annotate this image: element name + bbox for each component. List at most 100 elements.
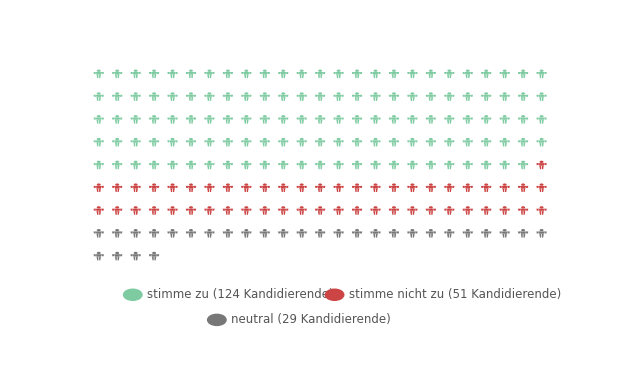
Polygon shape	[544, 186, 547, 188]
Circle shape	[448, 69, 451, 72]
Polygon shape	[224, 95, 231, 97]
Polygon shape	[407, 72, 410, 74]
Text: stimme nicht zu (51 Kandidierende): stimme nicht zu (51 Kandidierende)	[349, 288, 561, 301]
Circle shape	[263, 69, 267, 72]
Polygon shape	[378, 95, 381, 97]
Polygon shape	[260, 95, 262, 97]
Polygon shape	[391, 188, 397, 189]
Polygon shape	[487, 143, 489, 146]
Polygon shape	[170, 75, 172, 78]
Polygon shape	[354, 163, 360, 165]
Circle shape	[429, 183, 433, 186]
Polygon shape	[542, 188, 544, 192]
Polygon shape	[149, 209, 151, 211]
Polygon shape	[520, 72, 526, 74]
Circle shape	[337, 183, 340, 186]
Polygon shape	[151, 163, 157, 165]
Polygon shape	[204, 72, 206, 74]
Circle shape	[152, 115, 156, 117]
Polygon shape	[157, 186, 159, 188]
Polygon shape	[502, 118, 508, 120]
Polygon shape	[212, 163, 215, 165]
Polygon shape	[502, 211, 504, 215]
Polygon shape	[281, 188, 286, 189]
Polygon shape	[464, 118, 471, 120]
Polygon shape	[360, 95, 362, 97]
Polygon shape	[265, 166, 267, 169]
Polygon shape	[226, 120, 228, 124]
Circle shape	[503, 138, 507, 140]
Polygon shape	[189, 234, 190, 237]
Polygon shape	[392, 234, 394, 237]
Polygon shape	[188, 72, 194, 74]
Polygon shape	[152, 166, 154, 169]
Polygon shape	[281, 97, 286, 98]
Polygon shape	[118, 188, 120, 192]
Polygon shape	[296, 209, 299, 211]
Polygon shape	[247, 75, 249, 78]
Polygon shape	[317, 97, 322, 98]
Circle shape	[466, 115, 470, 117]
Polygon shape	[133, 188, 138, 189]
Polygon shape	[392, 97, 394, 101]
Text: neutral (29 Kandidierende): neutral (29 Kandidierende)	[231, 314, 391, 326]
Polygon shape	[281, 74, 286, 75]
Polygon shape	[352, 118, 354, 120]
Polygon shape	[428, 188, 433, 189]
Polygon shape	[281, 211, 283, 215]
Polygon shape	[500, 209, 502, 211]
Polygon shape	[536, 72, 539, 74]
Polygon shape	[354, 72, 360, 74]
Polygon shape	[376, 234, 378, 237]
Polygon shape	[169, 72, 176, 74]
Polygon shape	[468, 120, 470, 124]
Circle shape	[152, 229, 156, 231]
Circle shape	[337, 69, 340, 72]
Polygon shape	[149, 163, 151, 165]
Polygon shape	[223, 163, 225, 165]
Polygon shape	[471, 231, 473, 234]
Polygon shape	[315, 186, 317, 188]
Polygon shape	[502, 97, 504, 101]
Circle shape	[539, 115, 544, 117]
Circle shape	[410, 229, 414, 231]
Polygon shape	[130, 231, 133, 234]
Polygon shape	[206, 186, 213, 188]
Polygon shape	[95, 254, 102, 257]
Polygon shape	[335, 118, 342, 120]
Circle shape	[429, 160, 433, 163]
Polygon shape	[94, 209, 96, 211]
Polygon shape	[317, 165, 322, 166]
Polygon shape	[505, 97, 507, 101]
Polygon shape	[94, 186, 96, 188]
Polygon shape	[189, 143, 190, 146]
Polygon shape	[410, 143, 412, 146]
Polygon shape	[304, 209, 307, 211]
Polygon shape	[114, 231, 120, 234]
Polygon shape	[502, 209, 508, 211]
Polygon shape	[410, 188, 415, 189]
Polygon shape	[483, 231, 490, 234]
Polygon shape	[151, 72, 157, 74]
Polygon shape	[115, 188, 117, 192]
Polygon shape	[337, 188, 339, 192]
Polygon shape	[521, 166, 523, 169]
Circle shape	[263, 138, 267, 140]
Circle shape	[115, 138, 119, 140]
Circle shape	[244, 69, 249, 72]
Polygon shape	[99, 234, 101, 237]
Circle shape	[134, 206, 138, 209]
Polygon shape	[186, 186, 188, 188]
Circle shape	[539, 206, 544, 209]
Polygon shape	[502, 188, 504, 192]
Polygon shape	[373, 211, 375, 215]
Polygon shape	[170, 142, 175, 143]
Polygon shape	[167, 72, 170, 74]
Polygon shape	[228, 75, 230, 78]
Polygon shape	[452, 163, 454, 165]
Polygon shape	[268, 186, 270, 188]
Polygon shape	[372, 209, 379, 211]
Polygon shape	[336, 188, 341, 189]
Polygon shape	[360, 140, 362, 142]
Circle shape	[373, 183, 378, 186]
